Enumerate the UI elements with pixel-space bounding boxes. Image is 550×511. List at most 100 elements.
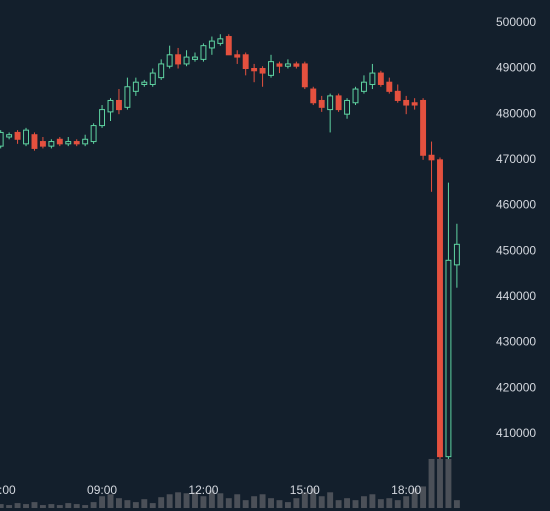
volume-bar xyxy=(344,498,351,508)
candle-body xyxy=(377,72,384,85)
volume-bar xyxy=(39,505,46,508)
x-tick-label: 12:00 xyxy=(188,483,218,497)
volume-bar xyxy=(445,458,452,508)
volume-bar xyxy=(234,494,241,508)
candle-body xyxy=(318,99,325,108)
volume-bar xyxy=(360,496,367,508)
candle-body xyxy=(200,45,207,60)
candle-body xyxy=(428,154,435,161)
volume-bar xyxy=(453,500,460,508)
candle-body xyxy=(99,109,106,127)
y-tick-label: 430000 xyxy=(496,335,536,349)
volume-bar xyxy=(115,498,122,508)
volume-bar xyxy=(132,502,139,508)
volume-bar xyxy=(6,505,13,508)
candle-body xyxy=(403,99,410,106)
volume-bar xyxy=(268,498,274,508)
y-tick-label: 410000 xyxy=(496,426,536,440)
candle-body xyxy=(310,88,317,104)
candle-body xyxy=(23,129,29,145)
volume-bar xyxy=(386,498,393,508)
volume-bar xyxy=(420,486,427,508)
volume-bar xyxy=(82,505,89,508)
volume-bar xyxy=(158,497,165,508)
y-tick-label: 420000 xyxy=(496,380,536,394)
candle-body xyxy=(394,90,401,101)
volume-bar xyxy=(23,504,29,508)
volume-bar xyxy=(242,500,249,508)
volume-bar xyxy=(251,496,258,508)
volume-bar xyxy=(73,504,80,508)
candle-body xyxy=(141,81,148,85)
y-tick-label: 500000 xyxy=(496,15,536,29)
candle-body xyxy=(31,134,38,149)
volume-bar xyxy=(149,503,156,508)
volume-bar xyxy=(403,496,410,508)
candle-body xyxy=(453,243,460,266)
volume-bar xyxy=(318,496,325,508)
volume-bar xyxy=(352,500,359,508)
volume-bar xyxy=(208,490,215,508)
volume-bar xyxy=(175,492,182,508)
candle-body xyxy=(352,88,359,104)
x-tick-label: 15:00 xyxy=(290,483,320,497)
volume-bar xyxy=(327,492,334,508)
candle-body xyxy=(327,95,334,111)
candle-body xyxy=(124,86,131,108)
volume-bar xyxy=(0,504,4,508)
candle-body xyxy=(192,56,198,60)
y-tick-label: 440000 xyxy=(496,289,536,303)
candle-body xyxy=(65,141,72,145)
volume-bar xyxy=(411,488,418,508)
candle-body xyxy=(73,141,80,145)
candle-body xyxy=(158,63,165,79)
volume-bar xyxy=(217,493,224,508)
volume-bar xyxy=(14,503,21,508)
candle-body xyxy=(175,54,182,65)
candle-body xyxy=(225,36,232,56)
y-tick-label: 470000 xyxy=(496,152,536,166)
volume-bar xyxy=(369,494,376,508)
candle-body xyxy=(293,63,300,67)
volume-bar xyxy=(377,499,384,508)
candle-body xyxy=(90,125,97,143)
candle-body xyxy=(344,99,351,115)
volume-bar xyxy=(284,502,291,508)
volume-bar xyxy=(124,500,131,508)
candle-body xyxy=(149,72,156,85)
candle-body xyxy=(445,259,452,458)
y-tick-label: 460000 xyxy=(496,198,536,212)
volume-bar xyxy=(437,458,443,508)
volume-bar xyxy=(183,493,190,508)
candle-body xyxy=(166,54,173,67)
candle-body xyxy=(217,38,224,44)
candle-body xyxy=(14,131,21,140)
candle-body xyxy=(82,138,89,145)
candle-body xyxy=(259,67,266,74)
x-tick-label: 09:00 xyxy=(87,483,117,497)
candle-body xyxy=(276,63,283,67)
volume-bar xyxy=(48,504,55,508)
candle-body xyxy=(369,72,376,85)
volume-bar xyxy=(301,492,308,508)
candle-body xyxy=(115,99,122,111)
volume-bar xyxy=(107,494,114,508)
candle-body xyxy=(0,131,4,147)
volume-bar xyxy=(31,502,38,508)
candle-body xyxy=(284,63,291,67)
volume-bar xyxy=(293,498,300,508)
candle-body xyxy=(411,102,418,106)
candle-body xyxy=(6,134,13,138)
candle-body xyxy=(242,54,249,69)
candle-body xyxy=(420,99,427,156)
candle-body xyxy=(251,67,258,72)
volume-bar xyxy=(428,458,435,508)
candle-body xyxy=(208,40,215,49)
x-tick-label: 06:00 xyxy=(0,483,16,497)
volume-bar xyxy=(310,488,317,508)
candle-body xyxy=(183,56,190,65)
volume-bar xyxy=(276,500,283,508)
volume-bar xyxy=(200,496,207,508)
